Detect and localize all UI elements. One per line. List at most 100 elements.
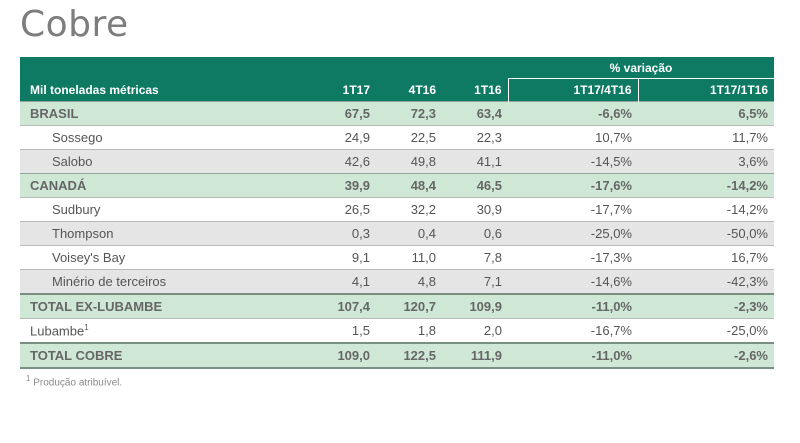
cell-value: 11,0 [376,245,442,270]
cell-value: -25,0% [638,318,774,343]
row-label: TOTAL COBRE [20,342,310,369]
header-row-top: % variação [20,57,774,79]
table-row: CANADÁ 39,9 48,4 46,5 -17,6% -14,2% [20,173,774,198]
cell-value: 10,7% [508,125,638,150]
cell-value: 22,3 [442,125,508,150]
row-label: BRASIL [20,101,310,126]
cell-value: 107,4 [310,293,376,319]
col-header-var-1t17-1t16: 1T17/1T16 [637,78,774,102]
cell-value: 7,8 [442,245,508,270]
row-label: TOTAL EX-LUBAMBE [20,293,310,319]
cell-value: 49,8 [376,149,442,174]
cell-value: 0,4 [376,221,442,246]
col-header-1t16: 1T16 [442,78,508,102]
cell-value: 72,3 [376,101,442,126]
row-label-text: CANADÁ [30,178,87,193]
col-header-unit: Mil toneladas métricas [20,78,310,102]
footnote-ref: 1 [84,322,89,332]
col-header-var-1t17-4t16: 1T17/4T16 [507,78,638,102]
cell-value: -6,6% [508,101,638,126]
cell-value: 39,9 [310,173,376,198]
cell-value: -14,2% [638,173,774,198]
table-row: Voisey's Bay 9,1 11,0 7,8 -17,3% 16,7% [20,245,774,270]
row-label-text: BRASIL [30,106,79,121]
row-label-text: Sudbury [52,202,101,217]
cell-value: -17,6% [508,173,638,198]
cell-value: 111,9 [442,342,508,369]
cell-value: 9,1 [310,245,376,270]
cell-value: -42,3% [638,269,774,294]
cell-value: -2,3% [638,293,774,319]
row-label-text: Minério de terceiros [52,274,167,289]
row-label: Salobo [20,149,310,174]
cell-value: -17,7% [508,197,638,222]
cell-value: 7,1 [442,269,508,294]
cell-value: 4,8 [376,269,442,294]
cell-value: 30,9 [442,197,508,222]
cell-value: -50,0% [638,221,774,246]
row-label: Minério de terceiros [20,269,310,294]
cell-value: 1,8 [376,318,442,343]
cell-value: 26,5 [310,197,376,222]
cell-value: 24,9 [310,125,376,150]
cell-value: -11,0% [508,342,638,369]
row-label-text: Salobo [52,154,93,169]
table-row: Lubambe1 1,5 1,8 2,0 -16,7% -25,0% [20,318,774,343]
table-row: TOTAL COBRE 109,0 122,5 111,9 -11,0% -2,6% [20,342,774,369]
cell-value: -16,7% [508,318,638,343]
cell-value: -25,0% [508,221,638,246]
cell-value: 1,5 [310,318,376,343]
col-header-4t16: 4T16 [376,78,442,102]
cell-value: 22,5 [376,125,442,150]
row-label-text: Sossego [52,130,103,145]
row-label-text: Lubambe [30,323,85,339]
cell-value: 0,3 [310,221,376,246]
copper-production-table: % variação Mil toneladas métricas 1T17 4… [20,57,774,369]
cell-value: 3,6% [638,149,774,174]
cell-value: 48,4 [376,173,442,198]
cell-value: 122,5 [376,342,442,369]
cell-value: -14,5% [508,149,638,174]
cell-value: 63,4 [442,101,508,126]
cell-value: 11,7% [638,125,774,150]
row-label: Lubambe1 [20,318,310,343]
cell-value: 32,2 [376,197,442,222]
row-label: Thompson [20,221,310,246]
page-title: Cobre [20,4,129,45]
footnote-text: Produção atribuível. [30,377,123,389]
table-row: Minério de terceiros 4,1 4,8 7,1 -14,6% -42,3… [20,269,774,294]
cell-value: 109,9 [442,293,508,319]
table-body: BRASIL 67,5 72,3 63,4 -6,6% 6,5% Sossego 24,9 22… [20,101,774,369]
cell-value: 0,6 [442,221,508,246]
cell-value: -2,6% [638,342,774,369]
row-label-text: Thompson [52,226,114,241]
footnote: 1 Produção atribuível. [26,374,122,388]
cell-value: 6,5% [638,101,774,126]
cell-value: -14,2% [638,197,774,222]
table-row: BRASIL 67,5 72,3 63,4 -6,6% 6,5% [20,101,774,126]
cell-value: -17,3% [508,245,638,270]
row-label-text: TOTAL COBRE [30,348,123,363]
cell-value: 4,1 [310,269,376,294]
cell-value: 41,1 [442,149,508,174]
row-label: CANADÁ [20,173,310,198]
table-row: Salobo 42,6 49,8 41,1 -14,5% 3,6% [20,149,774,174]
footnote-marker: 1 [26,374,31,383]
row-label: Sudbury [20,197,310,222]
pct-variation-header: % variação [508,57,774,79]
row-label-text: Voisey's Bay [52,250,126,265]
row-label-text: TOTAL EX-LUBAMBE [30,299,163,314]
row-label: Sossego [20,125,310,150]
table-row: Sossego 24,9 22,5 22,3 10,7% 11,7% [20,125,774,150]
row-label: Voisey's Bay [20,245,310,270]
cell-value: 42,6 [310,149,376,174]
cell-value: 67,5 [310,101,376,126]
table-row: TOTAL EX-LUBAMBE 107,4 120,7 109,9 -11,0% -2,… [20,293,774,319]
col-header-1t17: 1T17 [310,78,376,102]
cell-value: 2,0 [442,318,508,343]
cell-value: -14,6% [508,269,638,294]
table-row: Sudbury 26,5 32,2 30,9 -17,7% -14,2% [20,197,774,222]
header-row: Mil toneladas métricas 1T17 4T16 1T16 1T… [20,78,774,102]
cell-value: 46,5 [442,173,508,198]
cell-value: 109,0 [310,342,376,369]
